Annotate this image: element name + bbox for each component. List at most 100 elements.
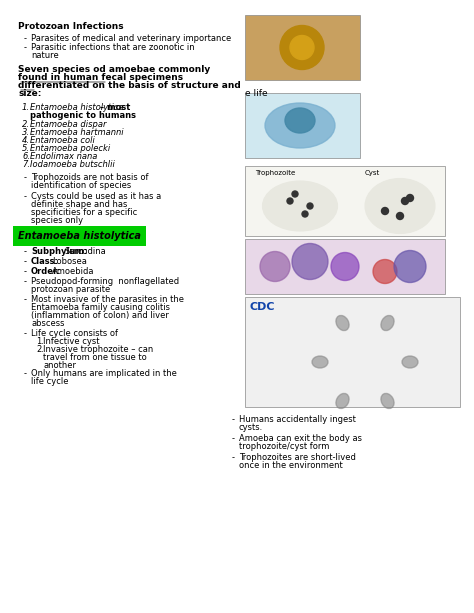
Text: nature: nature bbox=[31, 51, 59, 60]
Circle shape bbox=[292, 191, 298, 197]
FancyBboxPatch shape bbox=[245, 15, 360, 80]
Text: pathogenic to humans: pathogenic to humans bbox=[30, 111, 136, 120]
Ellipse shape bbox=[381, 394, 394, 408]
Text: 4.: 4. bbox=[22, 136, 30, 145]
FancyBboxPatch shape bbox=[245, 166, 445, 236]
Ellipse shape bbox=[336, 394, 349, 408]
Ellipse shape bbox=[402, 356, 418, 368]
Text: differentiated on the basis of structure and: differentiated on the basis of structure… bbox=[18, 81, 241, 90]
Circle shape bbox=[373, 259, 397, 283]
Text: -: - bbox=[24, 295, 27, 304]
Circle shape bbox=[260, 251, 290, 281]
Text: identification of species: identification of species bbox=[31, 181, 131, 190]
Circle shape bbox=[331, 253, 359, 281]
Ellipse shape bbox=[365, 178, 435, 234]
Text: Amoeba can exit the body as: Amoeba can exit the body as bbox=[239, 434, 362, 443]
Ellipse shape bbox=[285, 108, 315, 133]
Text: – most: – most bbox=[97, 103, 130, 112]
Text: e life: e life bbox=[245, 89, 268, 98]
Text: found in human fecal specimens: found in human fecal specimens bbox=[18, 73, 183, 82]
Text: Seven species od amoebae commonly: Seven species od amoebae commonly bbox=[18, 65, 210, 74]
Text: another: another bbox=[43, 361, 76, 370]
Text: Amoebida: Amoebida bbox=[52, 267, 95, 276]
Text: -: - bbox=[24, 369, 27, 378]
Text: Only humans are implicated in the: Only humans are implicated in the bbox=[31, 369, 177, 378]
Text: -: - bbox=[232, 453, 235, 462]
FancyBboxPatch shape bbox=[245, 239, 445, 294]
Circle shape bbox=[292, 243, 328, 280]
FancyBboxPatch shape bbox=[17, 232, 102, 242]
Text: 2.: 2. bbox=[22, 120, 30, 129]
Circle shape bbox=[280, 26, 324, 69]
Text: Order:: Order: bbox=[31, 267, 62, 276]
Text: definite shape and has: definite shape and has bbox=[31, 200, 128, 209]
Text: travel from one tissue to: travel from one tissue to bbox=[43, 353, 147, 362]
Text: Pseudopod-forming  nonflagellated: Pseudopod-forming nonflagellated bbox=[31, 277, 179, 286]
Text: trophozoite/cyst form: trophozoite/cyst form bbox=[239, 442, 329, 451]
Text: -: - bbox=[24, 34, 27, 43]
Text: Protozoan Infections: Protozoan Infections bbox=[18, 22, 124, 31]
Ellipse shape bbox=[381, 316, 394, 330]
Text: cysts.: cysts. bbox=[239, 423, 263, 432]
Text: Parasitic infections that are zoonotic in: Parasitic infections that are zoonotic i… bbox=[31, 43, 195, 52]
Text: -: - bbox=[24, 257, 27, 266]
Text: Most invasive of the parasites in the: Most invasive of the parasites in the bbox=[31, 295, 184, 304]
Text: Iodamoeba butschlii: Iodamoeba butschlii bbox=[30, 160, 115, 169]
Text: -: - bbox=[24, 329, 27, 338]
Text: Class:: Class: bbox=[31, 257, 59, 266]
Text: Sarcodina: Sarcodina bbox=[65, 247, 107, 256]
Text: protozoan parasite: protozoan parasite bbox=[31, 285, 110, 294]
Circle shape bbox=[396, 213, 403, 219]
Text: Parasites of medical and veterinary importance: Parasites of medical and veterinary impo… bbox=[31, 34, 231, 43]
Text: Life cycle consists of: Life cycle consists of bbox=[31, 329, 118, 338]
Text: Trophozoites are short-lived: Trophozoites are short-lived bbox=[239, 453, 356, 462]
Text: species only: species only bbox=[31, 216, 83, 225]
Text: Cysts could be used as it has a: Cysts could be used as it has a bbox=[31, 192, 161, 201]
Circle shape bbox=[290, 36, 314, 59]
Text: Entamoeba hartmanni: Entamoeba hartmanni bbox=[30, 128, 124, 137]
Text: 7.: 7. bbox=[22, 160, 30, 169]
Circle shape bbox=[401, 197, 409, 205]
Text: Humans accidentally ingest: Humans accidentally ingest bbox=[239, 415, 356, 424]
FancyBboxPatch shape bbox=[245, 93, 360, 158]
Text: Entamoeba dispar: Entamoeba dispar bbox=[30, 120, 107, 129]
Ellipse shape bbox=[263, 181, 337, 231]
Text: -: - bbox=[232, 434, 235, 443]
Text: 5.: 5. bbox=[22, 144, 30, 153]
Text: 1.: 1. bbox=[36, 337, 44, 346]
Text: -: - bbox=[24, 173, 27, 182]
Circle shape bbox=[287, 198, 293, 204]
Text: 6.: 6. bbox=[22, 152, 30, 161]
Circle shape bbox=[307, 203, 313, 209]
Text: Invasive trophozoite – can: Invasive trophozoite – can bbox=[43, 345, 153, 354]
Text: Entamoeba histolytica: Entamoeba histolytica bbox=[18, 231, 141, 241]
Text: abscess: abscess bbox=[31, 319, 64, 328]
Text: Cyst: Cyst bbox=[365, 170, 380, 176]
Text: Trophozoids are not basis of: Trophozoids are not basis of bbox=[31, 173, 148, 182]
Text: Entamoeba coli: Entamoeba coli bbox=[30, 136, 95, 145]
Text: Entamoeba family causing colitis: Entamoeba family causing colitis bbox=[31, 303, 170, 312]
Circle shape bbox=[407, 194, 413, 202]
Text: Endolimax nana: Endolimax nana bbox=[30, 152, 97, 161]
Text: Infective cyst: Infective cyst bbox=[43, 337, 100, 346]
Circle shape bbox=[382, 207, 389, 215]
Ellipse shape bbox=[312, 356, 328, 368]
Text: 2.: 2. bbox=[36, 345, 44, 354]
Text: -: - bbox=[24, 277, 27, 286]
Text: -: - bbox=[232, 415, 235, 424]
Text: life cycle: life cycle bbox=[31, 377, 69, 386]
Text: -: - bbox=[24, 192, 27, 201]
FancyBboxPatch shape bbox=[245, 297, 460, 407]
Text: -: - bbox=[24, 267, 27, 276]
Text: Lobosea: Lobosea bbox=[52, 257, 87, 266]
Text: (inflammation of colon) and liver: (inflammation of colon) and liver bbox=[31, 311, 169, 320]
Text: Entamoeba polecki: Entamoeba polecki bbox=[30, 144, 110, 153]
Text: -: - bbox=[24, 247, 27, 256]
Circle shape bbox=[302, 211, 308, 217]
Text: size:: size: bbox=[18, 89, 41, 98]
Ellipse shape bbox=[336, 316, 349, 330]
Text: once in the environment: once in the environment bbox=[239, 461, 343, 470]
Text: -: - bbox=[24, 43, 27, 52]
Text: 1.: 1. bbox=[22, 103, 30, 112]
Text: Entamoeba histolytica: Entamoeba histolytica bbox=[30, 103, 124, 112]
